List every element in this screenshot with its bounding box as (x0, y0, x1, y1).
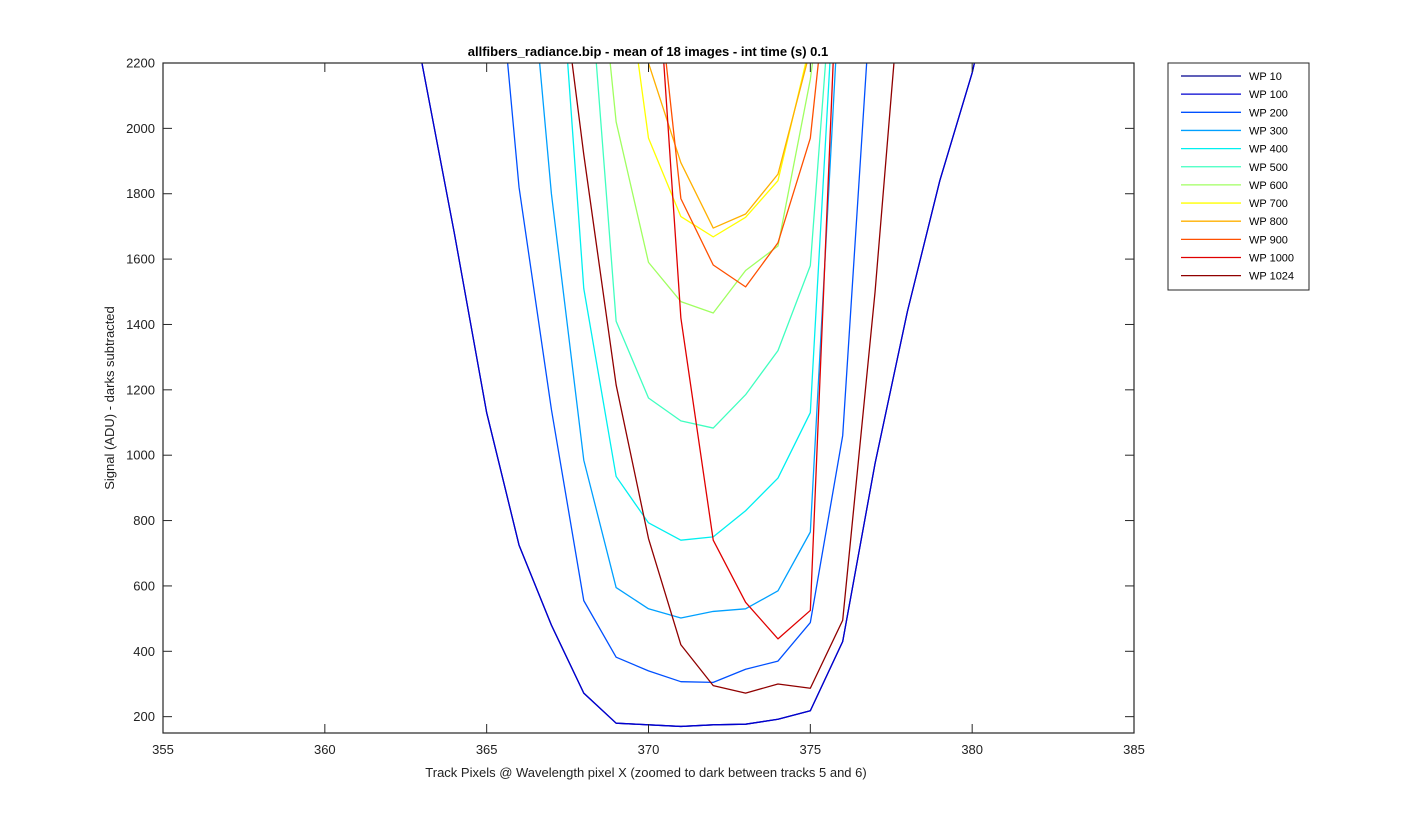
x-axis-label: Track Pixels @ Wavelength pixel X (zoome… (425, 765, 866, 780)
series-line-wp-400 (567, 63, 831, 541)
x-tick-label: 370 (638, 742, 660, 757)
x-tick-label: 365 (476, 742, 498, 757)
legend-label: WP 600 (1249, 180, 1288, 192)
y-axis-label: Signal (ADU) - darks subtracted (102, 306, 117, 490)
legend: WP 10 WP 100 WP 200 WP 300 WP 400 WP 500 WP 60… (1167, 62, 1310, 291)
y-tick-label: 200 (133, 709, 155, 724)
series-line-wp-100 (421, 63, 976, 728)
x-tick-label: 360 (314, 742, 336, 757)
legend-label: WP 400 (1249, 144, 1288, 156)
y-tick-label: 1600 (126, 252, 155, 267)
series-line-wp-900 (665, 63, 819, 288)
y-tick-label: 1000 (126, 448, 155, 463)
legend-label: WP 1024 (1249, 271, 1294, 283)
y-tick-label: 2200 (126, 56, 155, 71)
series-line-wp-200 (506, 63, 868, 683)
y-tick-label: 2000 (126, 121, 155, 136)
y-tick-label: 1200 (126, 382, 155, 397)
series-line-wp-500 (595, 63, 827, 429)
x-tick-label: 380 (961, 742, 983, 757)
y-tick-label: 800 (133, 513, 155, 528)
legend-label: WP 700 (1249, 198, 1288, 210)
y-tick-label: 1800 (126, 186, 155, 201)
legend-box (1167, 62, 1310, 291)
series-line-wp-300 (538, 63, 837, 619)
x-tick-label: 375 (799, 742, 821, 757)
series-line-wp-600 (609, 63, 814, 314)
series-layer (421, 63, 976, 728)
y-tick-label: 400 (133, 644, 155, 659)
legend-label: WP 500 (1249, 162, 1288, 174)
y-tick-label: 1400 (126, 317, 155, 332)
legend-label: WP 300 (1249, 125, 1288, 137)
legend-label: WP 10 (1249, 71, 1282, 83)
ticks-layer: 355 360 365 370 375 380 385 200 400 600 800 1000 120… (126, 56, 1145, 758)
series-line-wp-700 (637, 63, 807, 238)
series-line-wp-800 (647, 63, 808, 229)
legend-label: WP 200 (1249, 107, 1288, 119)
legend-label: WP 900 (1249, 234, 1288, 246)
series-line-wp-1000 (663, 63, 834, 640)
legend-label: WP 1000 (1249, 253, 1294, 265)
chart-title: allfibers_radiance.bip - mean of 18 imag… (468, 44, 829, 59)
x-tick-label: 355 (152, 742, 174, 757)
y-tick-label: 600 (133, 578, 155, 593)
legend-label: WP 100 (1249, 89, 1288, 101)
legend-label: WP 800 (1249, 216, 1288, 228)
x-tick-label: 385 (1123, 742, 1145, 757)
series-line-wp-1024 (571, 63, 895, 694)
